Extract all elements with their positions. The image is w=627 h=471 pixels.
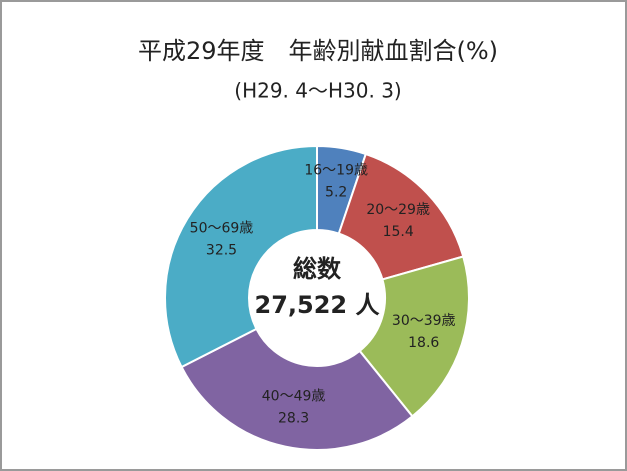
center-label: 総数 xyxy=(293,255,342,283)
value-label: 32.5 xyxy=(206,242,237,258)
chart-subtitle: (H29. 4～H30. 3) xyxy=(234,79,401,103)
slice xyxy=(358,255,470,418)
value-label: 28.3 xyxy=(278,411,309,427)
slice xyxy=(180,327,414,451)
slice xyxy=(337,152,465,281)
slice-label: 16～19歳 xyxy=(304,163,368,179)
slice-label: 50～69歳 xyxy=(190,220,254,236)
value-label: 15.4 xyxy=(383,224,414,240)
slice-label: 30～39歳 xyxy=(392,313,456,329)
slice xyxy=(164,144,318,369)
center-label: 27,522 人 xyxy=(255,291,380,319)
chart-title: 平成29年度 年齢別献血割合(%) xyxy=(138,37,498,65)
slice-label: 20～29歳 xyxy=(366,202,430,218)
slices xyxy=(164,144,470,451)
slice-label: 40～49歳 xyxy=(262,389,326,405)
value-label: 5.2 xyxy=(325,185,347,201)
value-label: 18.6 xyxy=(408,335,439,351)
